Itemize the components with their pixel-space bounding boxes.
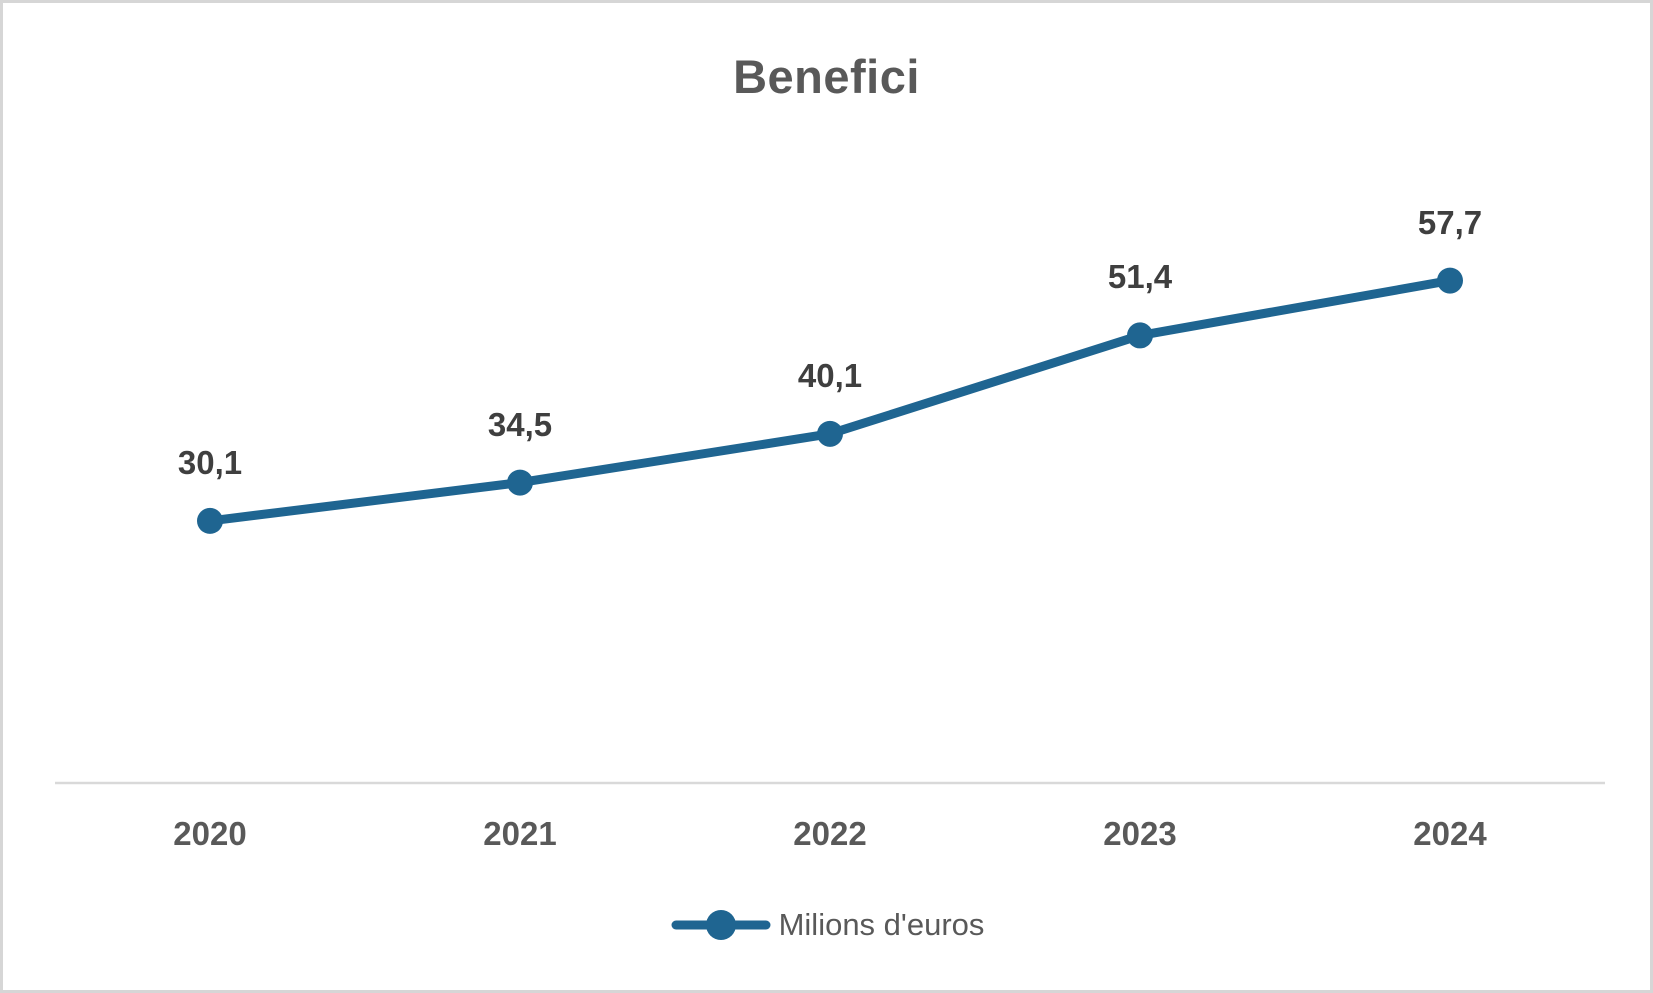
legend-series-label: Milions d'euros — [778, 907, 985, 942]
data-point-marker-2021 — [507, 469, 533, 496]
x-tick-label-2020: 2020 — [173, 815, 247, 852]
data-label-2024: 57,7 — [1417, 203, 1483, 241]
data-label-2021: 34,5 — [487, 405, 553, 443]
series-line — [205, 276, 1455, 526]
line-chart-plot — [55, 267, 1605, 785]
data-point-marker-2024 — [1437, 267, 1463, 294]
data-label-2022: 40,1 — [797, 356, 863, 394]
legend-line-marker-icon — [671, 910, 771, 940]
x-tick-label-2023: 2023 — [1103, 815, 1177, 852]
data-label-2023: 51,4 — [1107, 258, 1173, 296]
data-point-marker-2023 — [1127, 322, 1153, 349]
x-tick-label-2021: 2021 — [483, 815, 557, 852]
legend: Milions d'euros — [3, 905, 1650, 945]
x-tick-label-2024: 2024 — [1413, 815, 1487, 852]
data-point-marker-2020 — [197, 507, 223, 534]
x-tick-label-2022: 2022 — [793, 815, 867, 852]
data-point-marker-2022 — [817, 420, 843, 447]
chart-title: Benefici — [733, 50, 920, 103]
data-label-2020: 30,1 — [177, 443, 243, 481]
